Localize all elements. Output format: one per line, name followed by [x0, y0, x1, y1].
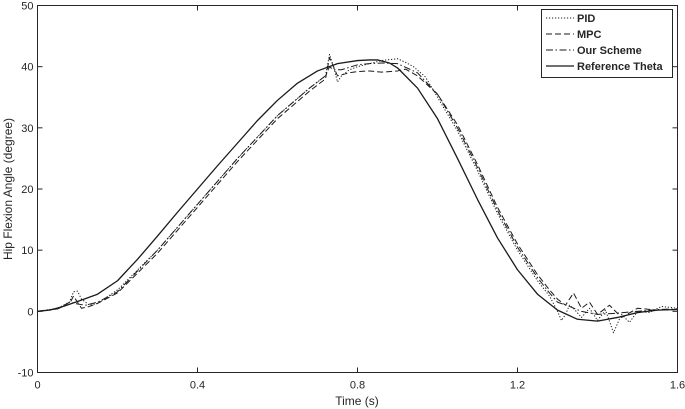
legend-label-reference-theta: Reference Theta	[577, 61, 663, 73]
y-axis-label: Hip Flexion Angle (degree)	[1, 118, 15, 260]
series-line-our-scheme	[37, 62, 678, 315]
y-tick-label: 0	[27, 306, 33, 318]
x-tick-label: 0.8	[350, 380, 365, 392]
y-tick-label: 10	[21, 245, 33, 257]
legend-label-mpc: MPC	[577, 29, 602, 41]
plot-frame	[37, 5, 678, 373]
series-line-reference-theta	[37, 59, 678, 322]
y-tick-label: 20	[21, 184, 33, 196]
legend-label-pid: PID	[577, 13, 595, 25]
x-tick-label: 1.2	[510, 380, 525, 392]
legend-box	[541, 9, 673, 78]
x-axis-label: Time (s)	[335, 394, 379, 408]
x-tick-label: 0.4	[190, 380, 205, 392]
legend-label-our-scheme: Our Scheme	[577, 45, 642, 57]
x-tick-label: 1.6	[670, 380, 685, 392]
y-tick-label: -10	[18, 368, 34, 380]
y-tick-label: 50	[21, 1, 33, 13]
legend: PID MPC Our Scheme Reference Theta	[541, 9, 673, 78]
x-tick-label: 0	[34, 380, 40, 392]
series-line-pid	[37, 53, 678, 334]
y-tick-label: 40	[21, 62, 33, 74]
series-line-mpc	[37, 56, 678, 318]
y-tick-label: 30	[21, 123, 33, 135]
series-lines	[37, 53, 678, 334]
